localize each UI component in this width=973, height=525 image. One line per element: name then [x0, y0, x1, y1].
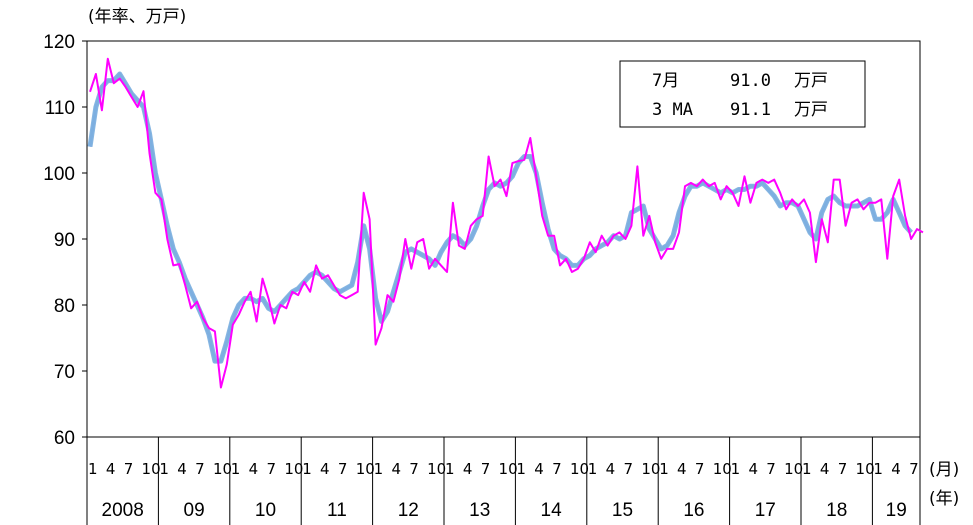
- legend-row2-value: 91.1: [730, 100, 771, 120]
- x-axis-month-unit: (月): [929, 460, 959, 480]
- month-tick-label: 1: [88, 460, 98, 478]
- month-tick-label: 4: [249, 460, 259, 478]
- year-label: 11: [327, 500, 347, 521]
- year-label: 18: [826, 500, 847, 521]
- year-label: 13: [469, 500, 490, 521]
- year-label: 15: [612, 500, 633, 521]
- legend-frame: [619, 60, 866, 128]
- month-tick-label: 7: [481, 460, 491, 478]
- y-axis-unit-label: (年率、万戸): [88, 7, 186, 27]
- month-tick-label: 1: [731, 460, 741, 478]
- month-tick-label: 4: [606, 460, 616, 478]
- y-tick-label: 120: [43, 32, 75, 53]
- month-tick-label: 10: [284, 460, 303, 478]
- y-tick-label: 60: [54, 428, 75, 449]
- month-tick-label: 1: [588, 460, 598, 478]
- month-tick-label: 7: [695, 460, 705, 478]
- y-tick-label: 90: [54, 230, 75, 251]
- month-tick-label: 10: [499, 460, 518, 478]
- month-tick-label: 4: [106, 460, 116, 478]
- legend-row1-value: 91.0: [730, 71, 771, 91]
- year-label: 09: [184, 500, 205, 521]
- month-tick-label: 10: [784, 460, 803, 478]
- legend-row1-unit: 万戸: [794, 71, 828, 91]
- month-tick-label: 4: [677, 460, 687, 478]
- y-tick-label: 110: [45, 98, 75, 119]
- year-label: 17: [755, 500, 776, 521]
- month-tick-label: 10: [856, 460, 875, 478]
- month-tick-label: 4: [463, 460, 473, 478]
- month-tick-label: 10: [570, 460, 589, 478]
- series-lines: [87, 57, 924, 389]
- monthly-series-line: [89, 57, 924, 389]
- year-label: 14: [541, 500, 563, 521]
- month-tick-label: 7: [124, 460, 134, 478]
- month-tick-label: 4: [820, 460, 830, 478]
- month-tick-label: 4: [177, 460, 187, 478]
- month-tick-label: 10: [356, 460, 375, 478]
- year-label: 12: [398, 500, 419, 521]
- month-tick-label: 7: [338, 460, 348, 478]
- month-tick-label: 1: [374, 460, 384, 478]
- month-tick-label: 10: [427, 460, 446, 478]
- year-label: 19: [886, 500, 907, 521]
- x-axis-year-unit: (年): [929, 489, 959, 509]
- month-tick-label: 4: [891, 460, 901, 478]
- month-tick-label: 1: [445, 460, 455, 478]
- month-tick-label: 4: [391, 460, 401, 478]
- month-tick-label: 1: [231, 460, 241, 478]
- month-tick-label: 7: [838, 460, 848, 478]
- ma-series-line: [87, 71, 913, 364]
- month-tick-label: 10: [142, 460, 161, 478]
- plot-area: [86, 40, 921, 438]
- month-tick-label: 1: [302, 460, 312, 478]
- month-tick-label: 10: [213, 460, 232, 478]
- month-tick-label: 4: [534, 460, 544, 478]
- month-tick-label: 7: [909, 460, 919, 478]
- month-tick-label: 1: [659, 460, 669, 478]
- month-tick-label: 7: [624, 460, 634, 478]
- month-tick-label: 1: [802, 460, 812, 478]
- legend-box: 7月 91.0 万戸 3 MA 91.1 万戸: [619, 60, 866, 128]
- year-label: 10: [255, 500, 276, 521]
- month-tick-label: 7: [409, 460, 419, 478]
- year-label: 2008: [102, 500, 144, 521]
- legend-row2-unit: 万戸: [794, 100, 828, 120]
- legend-row1-label: 7月: [652, 71, 679, 91]
- month-tick-label: 4: [748, 460, 758, 478]
- y-tick-label: 70: [54, 362, 75, 383]
- month-tick-label: 1: [159, 460, 169, 478]
- month-tick-label: 10: [641, 460, 660, 478]
- y-tick-label: 100: [43, 164, 75, 185]
- legend-row2-label: 3 MA: [652, 100, 693, 120]
- month-tick-label: 7: [195, 460, 205, 478]
- month-tick-label: 1: [516, 460, 526, 478]
- month-tick-label: 7: [766, 460, 776, 478]
- y-tick-label: 80: [54, 296, 75, 317]
- year-label: 16: [683, 500, 704, 521]
- month-tick-label: 10: [713, 460, 732, 478]
- month-tick-label: 7: [552, 460, 562, 478]
- month-tick-label: 4: [320, 460, 330, 478]
- month-tick-label: 1: [873, 460, 883, 478]
- y-axis: 60 70 80 90 100 110 120: [43, 32, 87, 449]
- month-tick-label: 7: [267, 460, 277, 478]
